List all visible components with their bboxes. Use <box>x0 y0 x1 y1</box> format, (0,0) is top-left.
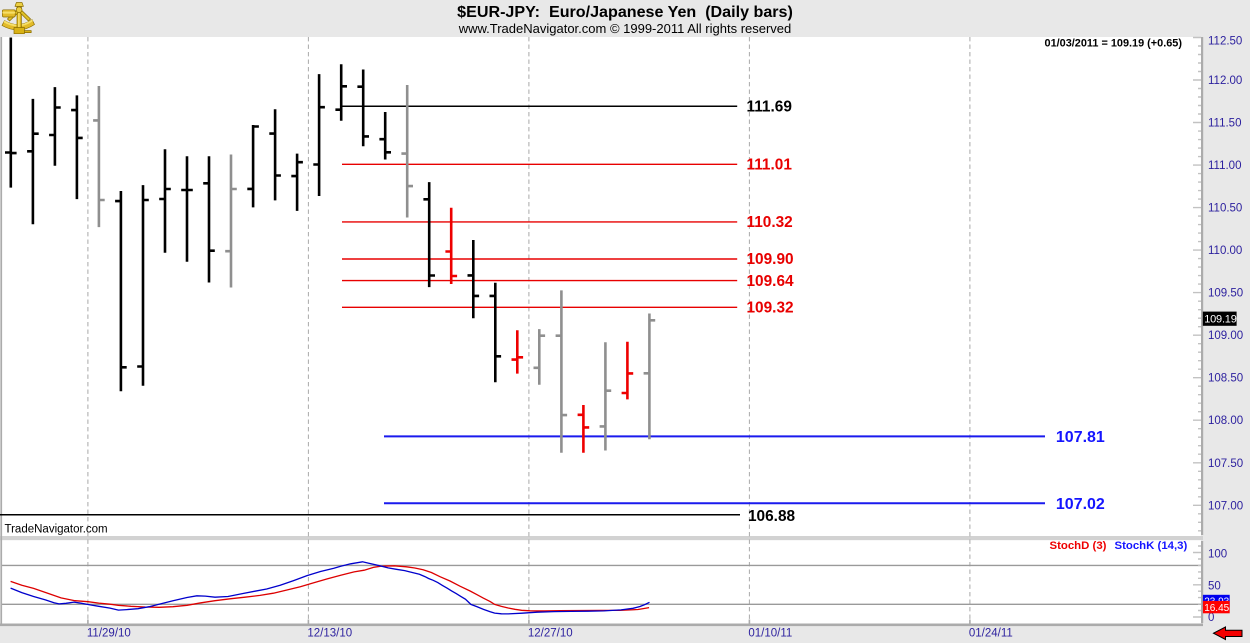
svg-text:108.00: 108.00 <box>1208 415 1243 427</box>
svg-text:111.50: 111.50 <box>1208 118 1241 130</box>
svg-text:111.69: 111.69 <box>747 98 792 115</box>
svg-text:01/24/11: 01/24/11 <box>969 628 1013 640</box>
svg-text:12/27/10: 12/27/10 <box>528 628 573 640</box>
svg-text:109.64: 109.64 <box>747 273 795 290</box>
svg-text:110.00: 110.00 <box>1208 245 1242 257</box>
svg-text:106.88: 106.88 <box>748 508 796 525</box>
svg-text:50: 50 <box>1208 581 1221 593</box>
svg-text:107.02: 107.02 <box>1056 496 1105 513</box>
svg-text:108.50: 108.50 <box>1208 373 1243 385</box>
svg-text:111.00: 111.00 <box>1208 160 1241 172</box>
svg-text:107.50: 107.50 <box>1208 458 1243 470</box>
svg-text:110.50: 110.50 <box>1208 203 1242 215</box>
svg-text:12/13/10: 12/13/10 <box>307 628 352 640</box>
svg-text:01/10/11: 01/10/11 <box>748 628 792 640</box>
svg-text:16.45: 16.45 <box>1204 603 1229 614</box>
svg-text:111.01: 111.01 <box>747 157 793 174</box>
svg-text:109.32: 109.32 <box>747 300 794 317</box>
svg-text:107.00: 107.00 <box>1208 500 1243 512</box>
svg-text:112.50: 112.50 <box>1208 36 1242 48</box>
svg-text:StochD (3): StochD (3) <box>1050 540 1107 552</box>
svg-text:0: 0 <box>1208 612 1214 624</box>
svg-text:109.00: 109.00 <box>1208 330 1243 342</box>
svg-text:01/03/2011 = 109.19 (+0.65): 01/03/2011 = 109.19 (+0.65) <box>1045 37 1183 49</box>
svg-text:109.50: 109.50 <box>1208 288 1243 300</box>
svg-text:110.32: 110.32 <box>747 214 793 231</box>
svg-text:11/29/10: 11/29/10 <box>87 628 131 640</box>
svg-text:$EUR-JPY: Euro/Japanese Yen: $EUR-JPY: Euro/Japanese Yen (Daily bars) <box>457 3 793 21</box>
svg-text:109.90: 109.90 <box>747 251 794 268</box>
svg-text:107.81: 107.81 <box>1056 429 1105 446</box>
svg-text:www.TradeNavigator.com © 1999-: www.TradeNavigator.com © 1999-2011 All r… <box>458 21 792 36</box>
svg-text:StochK (14,3): StochK (14,3) <box>1115 540 1188 552</box>
svg-text:100: 100 <box>1208 549 1227 561</box>
svg-text:TradeNavigator.com: TradeNavigator.com <box>5 523 108 535</box>
svg-text:112.00: 112.00 <box>1208 75 1242 87</box>
svg-text:109.19: 109.19 <box>1204 314 1237 326</box>
